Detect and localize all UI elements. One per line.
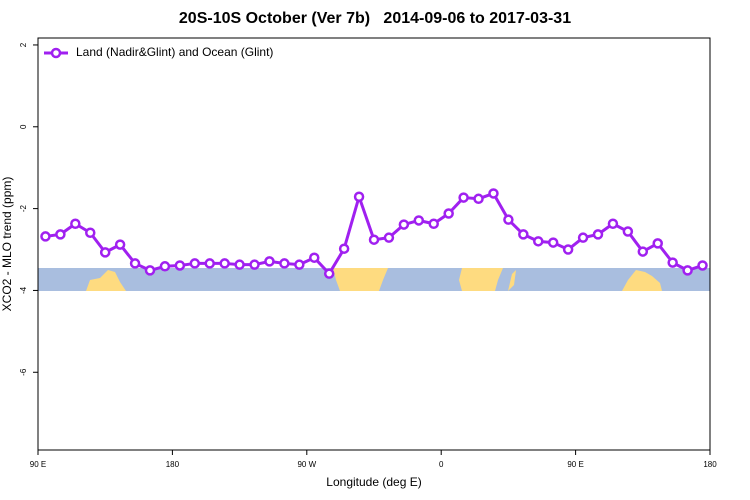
data-point (40, 231, 51, 242)
data-point (652, 238, 663, 249)
data-point (503, 214, 514, 225)
data-point (174, 260, 186, 271)
map-strip (38, 268, 710, 291)
data-point (413, 215, 425, 226)
data-point (533, 236, 544, 247)
data-point (577, 232, 589, 243)
y-tick-label: -2 (19, 205, 28, 213)
data-point (607, 218, 619, 229)
y-axis-label: XCO2 - MLO trend (ppm) (0, 177, 14, 312)
data-point (488, 188, 499, 199)
y-tick-label: 0 (19, 124, 28, 129)
data-point (383, 232, 395, 243)
x-tick-label: 90 W (297, 460, 316, 469)
land-shape (459, 268, 503, 291)
land-shape (86, 270, 126, 291)
data-point (428, 218, 439, 229)
y-tick-label: -6 (19, 368, 28, 376)
data-point (458, 192, 469, 203)
land-shape (333, 268, 388, 291)
x-tick-label: 90 E (567, 460, 583, 469)
x-tick-label: 180 (703, 460, 717, 469)
data-point (398, 219, 410, 230)
data-point (309, 252, 320, 263)
data-point (518, 229, 529, 240)
plot-frame (37, 37, 711, 451)
data-point (234, 259, 245, 270)
data-point (85, 227, 96, 238)
data-point (219, 258, 230, 269)
data-point (682, 265, 693, 276)
data-point (129, 258, 141, 269)
data-point (547, 237, 559, 248)
data-point (249, 259, 260, 270)
data-point (55, 229, 66, 240)
data-point (637, 246, 649, 257)
data-point (144, 265, 156, 276)
land-shape (508, 270, 516, 291)
data-point (114, 239, 126, 250)
legend-marker (50, 47, 62, 59)
data-point (99, 247, 111, 258)
data-point (323, 268, 335, 279)
y-tick-label: -4 (19, 286, 28, 294)
data-point (473, 193, 484, 205)
data-point (592, 229, 604, 240)
data-point (443, 208, 454, 219)
x-tick-label: 0 (439, 460, 444, 469)
data-point (368, 234, 380, 245)
data-point (338, 243, 350, 254)
data-point (159, 261, 171, 272)
data-point (353, 191, 365, 202)
data-point (562, 244, 574, 255)
chart-title: 20S-10S October (Ver 7b) 2014-09-06 to 2… (179, 10, 571, 27)
data-point (697, 260, 708, 271)
data-point (264, 256, 275, 267)
land-shape (622, 270, 662, 291)
data-point (667, 257, 678, 268)
data-point (204, 258, 215, 269)
data-point (70, 218, 81, 229)
x-tick-label: 180 (166, 460, 180, 469)
data-point (294, 259, 305, 270)
data-point (622, 226, 634, 237)
data-point (279, 258, 290, 269)
data-point (189, 258, 201, 269)
y-tick-label: 2 (19, 42, 28, 47)
legend-label: Land (Nadir&Glint) and Ocean (Glint) (76, 45, 273, 59)
x-axis-label: Longitude (deg E) (326, 475, 421, 489)
x-tick-label: 90 E (30, 460, 46, 469)
